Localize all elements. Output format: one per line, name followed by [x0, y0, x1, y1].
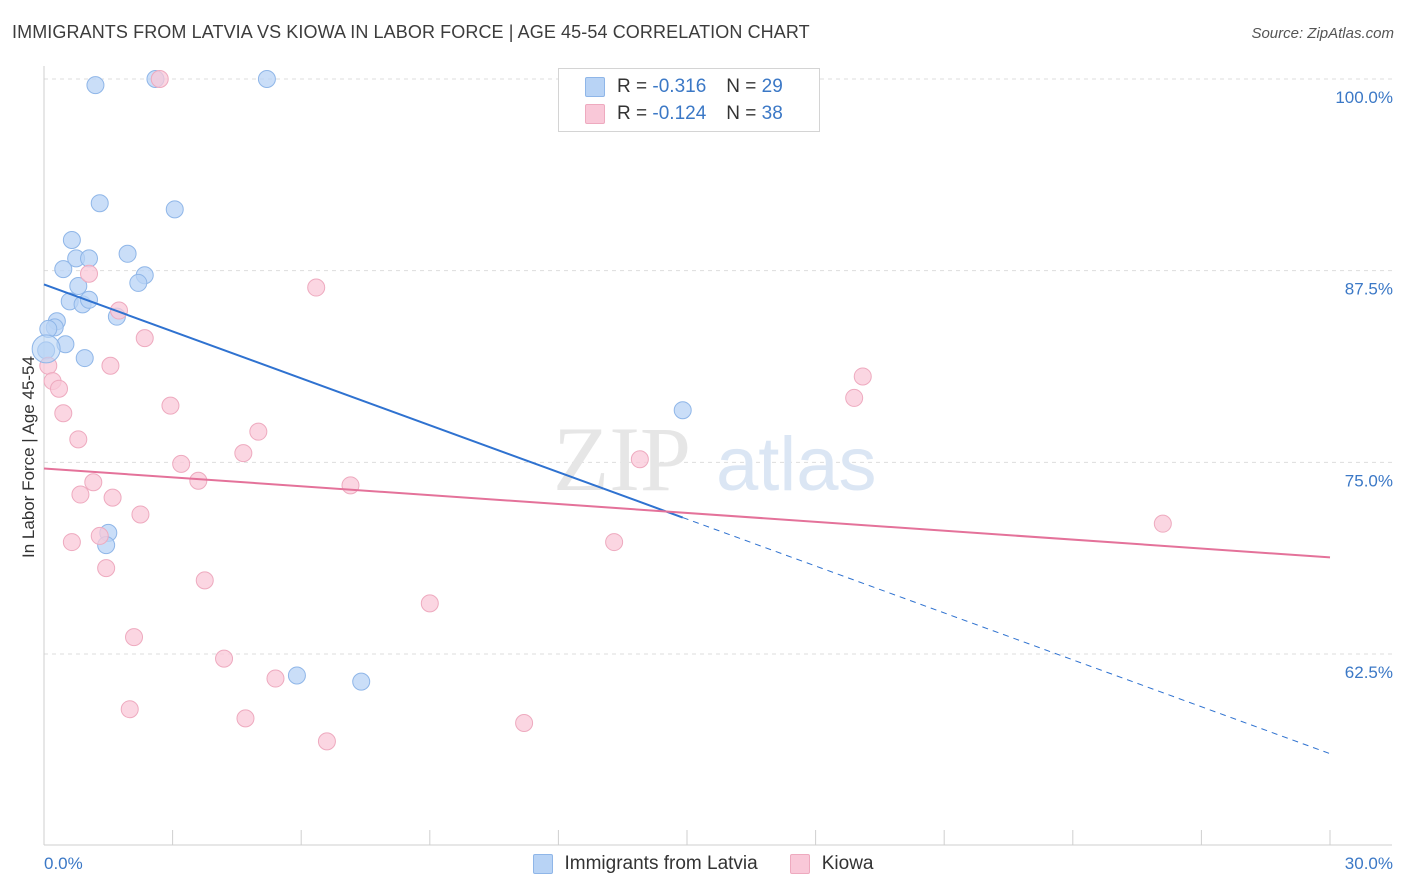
latvia-point: [75, 349, 94, 368]
chart-title: IMMIGRANTS FROM LATVIA VS KIOWA IN LABOR…: [12, 22, 810, 42]
kiowa-point: [103, 488, 122, 507]
kiowa-point: [54, 404, 73, 423]
y-tick-label: 75.0%: [1345, 471, 1393, 490]
kiowa-point: [50, 379, 69, 398]
legend-r-label: R =: [617, 76, 648, 97]
points-layer: [31, 70, 1172, 751]
latvia-trendline-extension: [682, 517, 1331, 755]
watermark-atlas: atlas: [716, 422, 877, 507]
grid-layer: [44, 78, 1392, 655]
trend-layer: [43, 283, 1331, 755]
latvia-point: [86, 76, 105, 95]
series-legend-swatch-kiowa: [789, 854, 810, 874]
kiowa-point: [605, 533, 624, 552]
kiowa-point: [125, 628, 144, 647]
kiowa-point: [249, 422, 268, 441]
latvia-point: [165, 200, 184, 219]
kiowa-point: [62, 533, 81, 552]
source-credit: Source: ZipAtlas.com: [1251, 25, 1394, 42]
kiowa-point: [84, 473, 103, 492]
series-legend-label-latvia: Immigrants from Latvia: [564, 853, 758, 874]
legend-r-label: R =: [617, 103, 648, 124]
kiowa-point: [1153, 514, 1172, 533]
kiowa-point: [845, 388, 864, 407]
latvia-point: [80, 290, 99, 309]
latvia-point: [31, 334, 61, 364]
series-legend-label-kiowa: Kiowa: [821, 853, 874, 874]
series-legend: Immigrants from Latvia Kiowa: [0, 852, 1406, 876]
legend-r-value: -0.124: [652, 103, 707, 124]
latvia-point: [90, 194, 109, 213]
kiowa-point: [266, 669, 285, 688]
legend-r-value: -0.316: [652, 76, 707, 97]
watermark: ZIP atlas: [553, 408, 877, 510]
kiowa-point: [110, 301, 129, 320]
legend-n-label: N =: [726, 76, 757, 97]
y-tick-label: 62.5%: [1345, 663, 1393, 682]
kiowa-point: [131, 505, 150, 524]
latvia-point: [118, 244, 137, 263]
kiowa-point: [307, 278, 326, 297]
kiowa-point: [317, 732, 336, 751]
y-tick-label: 87.5%: [1345, 280, 1393, 299]
latvia-point: [54, 260, 73, 279]
kiowa-point: [234, 444, 253, 463]
latvia-trendline: [43, 283, 684, 519]
kiowa-point: [195, 571, 214, 590]
series-legend-swatch-latvia: [532, 854, 553, 874]
kiowa-point: [71, 485, 90, 504]
legend-n-value: 38: [761, 103, 783, 124]
latvia-point: [352, 672, 371, 691]
kiowa-point: [101, 356, 120, 375]
latvia-point: [129, 273, 148, 292]
legend-swatch-kiowa: [585, 104, 605, 124]
legend-row-kiowa: R = -0.124 N = 38: [585, 102, 783, 126]
kiowa-point: [97, 559, 116, 578]
legend-n-label: N =: [726, 103, 757, 124]
x-tick-label-min: 0.0%: [44, 854, 83, 873]
latvia-point: [673, 401, 692, 420]
legend-swatch-latvia: [585, 77, 605, 97]
kiowa-trendline: [43, 467, 1331, 559]
series-legend-latvia: Immigrants from Latvia: [532, 853, 758, 875]
kiowa-point: [215, 649, 234, 668]
labels-layer: 100.0% 87.5% 75.0% 62.5% 0.0% 30.0% In Labor F…: [19, 88, 1393, 873]
kiowa-point: [69, 430, 88, 449]
kiowa-point: [630, 450, 649, 469]
latvia-point: [257, 70, 276, 88]
axes-layer: [43, 66, 1392, 846]
y-axis-title: In Labor Force | Age 45-54: [19, 356, 38, 558]
latvia-point: [80, 249, 99, 268]
correlation-legend: R = -0.316 N = 29 R = -0.124 N = 38: [558, 68, 820, 132]
kiowa-point: [80, 264, 99, 283]
kiowa-point: [853, 367, 872, 386]
legend-n-value: 29: [761, 76, 783, 97]
kiowa-point: [341, 476, 360, 495]
legend-row-latvia: R = -0.316 N = 29: [585, 75, 783, 99]
series-legend-kiowa: Kiowa: [789, 853, 874, 875]
kiowa-point: [150, 70, 169, 88]
kiowa-point: [135, 329, 154, 348]
kiowa-point: [172, 454, 191, 473]
kiowa-point: [120, 700, 139, 719]
kiowa-point: [420, 594, 439, 613]
kiowa-point: [515, 714, 534, 732]
kiowa-point: [90, 526, 109, 545]
kiowa-point: [161, 396, 180, 415]
x-tick-label-max: 30.0%: [1345, 854, 1393, 873]
latvia-point: [69, 277, 88, 295]
latvia-point: [62, 231, 81, 249]
y-tick-label: 100.0%: [1335, 88, 1393, 107]
latvia-point: [287, 666, 306, 685]
watermark-zip: ZIP: [553, 408, 691, 510]
kiowa-point: [236, 709, 255, 728]
kiowa-point: [189, 471, 208, 490]
